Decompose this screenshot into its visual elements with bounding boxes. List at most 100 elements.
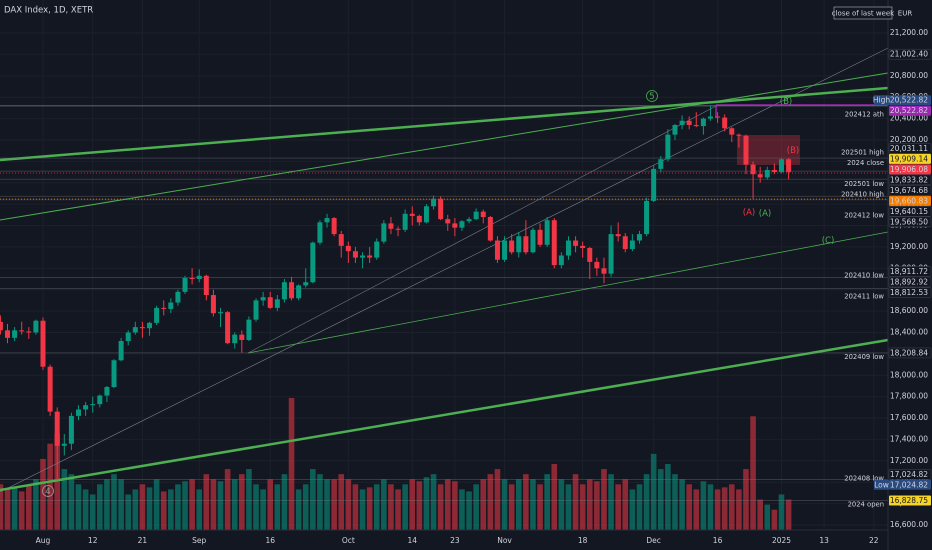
candle-body — [239, 334, 245, 340]
volume-bar — [61, 469, 68, 530]
candle-body — [40, 320, 46, 367]
candle-body — [345, 245, 351, 252]
chart-title: DAX Index, 1D, XETR — [4, 6, 93, 16]
price-tag-label: 20,031.11 — [890, 144, 928, 153]
candle-body — [544, 220, 550, 245]
candle-body — [729, 128, 735, 135]
candle-body — [530, 229, 536, 253]
y-tick-label: 18,400.00 — [890, 327, 928, 336]
volume-bar — [281, 474, 288, 530]
candle-body — [778, 159, 784, 173]
volume-bar — [168, 489, 174, 530]
wave-label: (B) — [780, 97, 792, 107]
volume-bar — [508, 484, 515, 530]
volume-bar — [26, 485, 32, 530]
volume-bar — [736, 489, 742, 530]
price-tag-label: 18,208.84 — [890, 348, 928, 357]
price-tag — [888, 143, 932, 154]
volume-bar — [253, 484, 259, 530]
candle-body — [0, 321, 3, 331]
candle-body — [608, 234, 614, 274]
volume-bar — [18, 491, 25, 530]
candle-body — [19, 330, 25, 332]
candle-body — [587, 247, 593, 262]
volume-bar — [444, 479, 451, 530]
price-tag — [888, 216, 932, 228]
volume-bar — [501, 479, 508, 530]
volume-bar — [622, 479, 629, 530]
candle-body — [622, 236, 628, 250]
button[interactable] — [833, 6, 893, 20]
candle-body — [615, 234, 621, 237]
candle-body — [700, 118, 706, 127]
volume-bar — [182, 481, 188, 530]
candle-body — [324, 218, 330, 223]
volume-bar — [515, 479, 522, 530]
candle-body — [409, 213, 415, 216]
volume-bar — [728, 484, 735, 530]
button-label[interactable]: close of last week — [832, 10, 895, 18]
volume-bar — [366, 487, 373, 530]
volume-bar — [743, 469, 749, 530]
volume-bar — [40, 458, 46, 530]
candle-body — [558, 255, 564, 266]
price-tag-label: 19,640.15 — [890, 207, 928, 216]
candle-body — [281, 282, 287, 300]
volume-bar — [203, 474, 210, 530]
volume-bar — [175, 484, 181, 530]
candle-body — [125, 332, 131, 342]
candle-body — [132, 327, 138, 333]
candle-body — [175, 291, 181, 303]
candle-body — [594, 261, 600, 269]
trend-line — [0, 86, 889, 162]
candle-body — [303, 282, 309, 286]
volume-bar — [310, 469, 316, 530]
volume-bar — [530, 479, 536, 530]
candle-body — [672, 125, 678, 135]
candle-body — [253, 300, 259, 320]
price-tag — [888, 347, 932, 359]
price-tag — [888, 206, 932, 217]
volume-bar — [132, 489, 139, 530]
currency: EUR — [898, 10, 913, 18]
volume-bar — [125, 494, 132, 530]
volume-bar — [104, 479, 110, 530]
volume-bar — [11, 487, 18, 530]
candle-body — [473, 211, 479, 220]
price-tag-label: 21,002.40 — [890, 50, 928, 59]
volume-bar — [544, 474, 550, 530]
candle-body — [416, 215, 422, 223]
price-tag — [889, 495, 931, 506]
x-tick-label: 18 — [578, 536, 588, 545]
candles — [0, 105, 792, 481]
candle-body — [33, 320, 39, 333]
level-note: 202408 low — [844, 474, 884, 482]
volume-bar — [402, 484, 408, 530]
price-tag — [888, 48, 932, 60]
volume-bar — [494, 469, 501, 530]
volume-bar — [68, 474, 75, 530]
price-tag — [888, 469, 932, 480]
candle-body — [764, 169, 770, 178]
candle-body — [225, 312, 231, 344]
candle-body — [232, 334, 238, 344]
volume-bar — [579, 484, 586, 530]
price-tag-label: 19,674.68 — [890, 186, 928, 195]
y-tick-label: 17,800.00 — [890, 392, 928, 401]
trend-line — [247, 231, 889, 354]
volume-bar — [146, 487, 153, 530]
volume-bar — [118, 479, 124, 530]
volume-bar — [331, 479, 337, 530]
candle-body — [168, 302, 174, 309]
level-note: 2024 close — [847, 159, 884, 167]
volume-bar — [89, 494, 96, 530]
candle-body — [111, 360, 117, 388]
x-tick-label: 16 — [713, 536, 723, 545]
volume-bar — [97, 484, 103, 530]
candle-body — [97, 395, 103, 405]
volume-bar — [572, 474, 579, 530]
candle-body — [658, 159, 664, 169]
candle-body — [736, 134, 742, 136]
